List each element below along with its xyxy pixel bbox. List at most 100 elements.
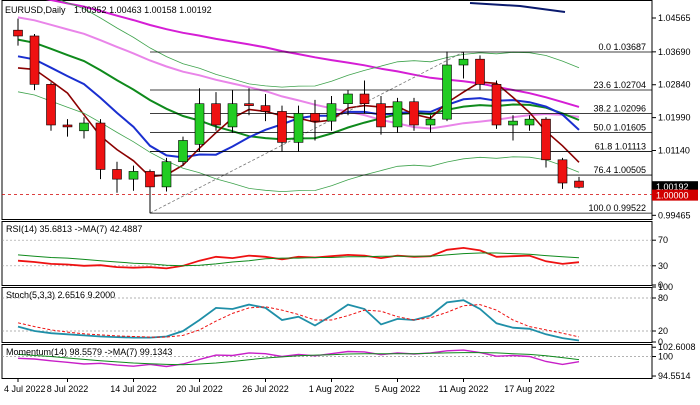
axes: 1.04565 1.03690 1.02840 1.01990 1.01140 0.994… — [4, 13, 698, 394]
stoch-y-tick-label: 0 — [658, 337, 663, 347]
candle-body — [145, 171, 155, 188]
band-lower-line — [17, 91, 580, 193]
rsi-y-tick-label: 70 — [658, 235, 668, 245]
candle — [29, 34, 40, 91]
candle — [178, 136, 188, 166]
candle-body — [508, 120, 518, 126]
candle-body — [79, 122, 89, 132]
stoch-y-tick-label: 20 — [658, 326, 668, 336]
indicator-lines: RSI(14) 35.6813 ->MA(7) 42.4887 Stoch(5,3… — [2, 224, 652, 368]
candle — [359, 80, 370, 114]
panel-frame-rsi — [1, 221, 653, 286]
candle-body — [541, 118, 551, 161]
candle — [343, 90, 353, 116]
candle-body — [178, 140, 188, 163]
fib-level-label: 0.0 1.03687 — [598, 42, 646, 52]
x-tick-label: 8 Jul 2022 — [47, 384, 89, 394]
candles — [13, 18, 584, 214]
y-tick-label: 1.02840 — [658, 80, 691, 90]
candle-body — [310, 113, 320, 122]
candle — [508, 115, 518, 141]
y-tick-label: 1.04565 — [658, 13, 691, 23]
momentum-y-tick-label: 102.6008 — [658, 342, 696, 352]
candle — [46, 82, 56, 131]
y-tick-label: 1.01140 — [658, 146, 690, 156]
band-upper-line — [58, 0, 580, 88]
candle — [392, 97, 403, 133]
candle-body — [343, 93, 353, 104]
candle — [79, 117, 89, 139]
candle-body — [359, 93, 370, 104]
x-tick-label: 5 Aug 2022 — [375, 384, 421, 394]
candle — [524, 115, 535, 131]
rsi-y-tick-label: 30 — [658, 261, 668, 271]
fib-level-label: 100.0 0.99522 — [588, 203, 646, 213]
candle — [409, 97, 419, 131]
candle — [161, 157, 172, 192]
candle-body — [425, 118, 436, 126]
candle-body — [475, 58, 485, 85]
candle-body — [458, 58, 469, 66]
candle — [458, 52, 469, 79]
candle-body — [326, 103, 337, 122]
x-tick-label: 14 Jul 2022 — [110, 384, 157, 394]
rsi-label: RSI(14) 35.6813 ->MA(7) 42.4887 — [6, 224, 142, 234]
momentum-y-tick-label: 94.5514 — [658, 371, 691, 381]
ma-magenta-line — [45, 0, 580, 108]
stoch-label: Stoch(5,3,3) 2.6516 9.2000 — [6, 290, 115, 300]
candle — [211, 92, 221, 131]
momentum-series-1 — [17, 349, 580, 368]
candle-body — [392, 101, 403, 128]
candle — [475, 55, 485, 91]
ma-navy-line — [469, 2, 566, 13]
candle-body — [574, 180, 584, 188]
stoch-series-2 — [17, 304, 580, 338]
candle-body — [442, 64, 452, 120]
fib-level-label: 50.0 1.01605 — [593, 123, 646, 133]
candle — [310, 99, 320, 141]
momentum-y-tick-label: 100 — [658, 352, 673, 362]
candle — [13, 18, 23, 46]
candle-body — [46, 84, 56, 126]
panel-frames — [1, 0, 653, 379]
candle — [277, 105, 287, 153]
candle-body — [194, 103, 205, 145]
candle-body — [112, 169, 122, 180]
parity-price-label: 1.00000 — [656, 191, 689, 201]
candle-body — [244, 103, 254, 106]
fib-level-label: 23.6 1.02704 — [593, 80, 646, 90]
candle-body — [376, 103, 386, 128]
fib-level-label: 76.4 1.00505 — [593, 165, 646, 175]
candle — [194, 88, 205, 153]
x-tick-label: 4 Jul 2022 — [4, 384, 46, 394]
y-tick-label: 1.01990 — [658, 113, 691, 123]
candle — [128, 165, 139, 191]
momentum-series-2 — [17, 352, 580, 366]
rsi-series-2 — [17, 252, 580, 267]
candle — [95, 119, 106, 180]
candle-body — [293, 113, 304, 143]
parity-price-tag — [652, 189, 698, 201]
candle — [227, 90, 238, 133]
x-tick-label: 11 Aug 2022 — [439, 384, 489, 394]
x-tick-label: 20 Jul 2022 — [176, 384, 223, 394]
x-tick-label: 1 Aug 2022 — [309, 384, 355, 394]
candle — [491, 80, 502, 129]
candle-body — [128, 171, 139, 180]
rsi-y-tick-label: 0 — [658, 280, 663, 290]
candle-body — [491, 84, 502, 126]
y-tick-label: 0.99465 — [658, 210, 691, 220]
candle — [260, 94, 271, 122]
candle — [326, 95, 337, 131]
stoch-y-tick-label: 100 — [658, 282, 673, 292]
fib-level-label: 61.8 1.01113 — [595, 142, 646, 152]
candle-body — [524, 118, 535, 126]
candle-body — [260, 105, 271, 112]
stoch-series-1 — [17, 299, 580, 342]
candle-body — [13, 29, 23, 37]
candle — [62, 119, 73, 137]
candle — [293, 105, 304, 153]
fib-level-label: 38.2 1.02096 — [593, 104, 646, 114]
candle-body — [29, 35, 40, 85]
